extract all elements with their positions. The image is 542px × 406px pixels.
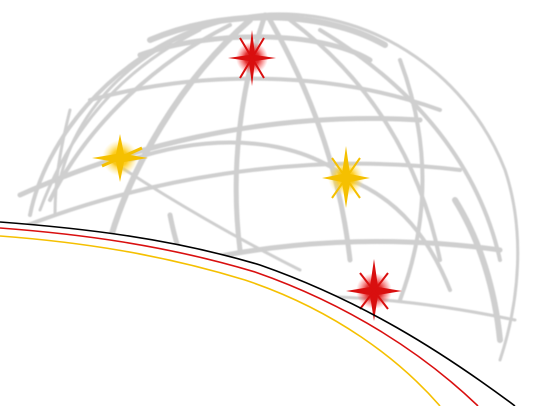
star-center-yellow (322, 146, 370, 208)
swoosh-red-line (0, 227, 479, 406)
swoosh-black-line (0, 221, 516, 406)
star-top-red (228, 30, 276, 86)
swoosh-yellow-line (0, 235, 441, 406)
globe-meridians (13, 12, 520, 362)
star-bottom-red (346, 259, 402, 321)
swoosh-lines (0, 221, 516, 406)
star-left-yellow (92, 134, 148, 182)
